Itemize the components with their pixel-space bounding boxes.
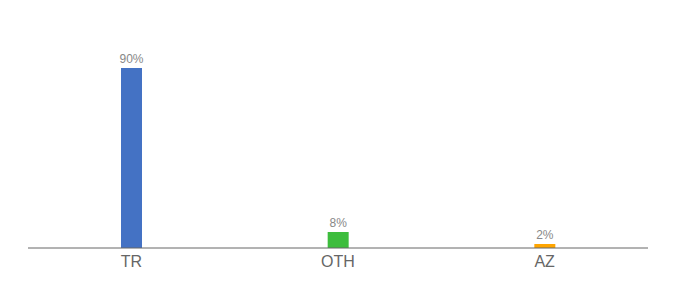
svg-text:90%: 90%	[119, 52, 143, 66]
svg-text:2%: 2%	[536, 228, 554, 242]
svg-text:8%: 8%	[329, 216, 347, 230]
svg-text:AZ: AZ	[534, 253, 555, 270]
svg-text:OTH: OTH	[321, 253, 355, 270]
svg-text:TR: TR	[121, 253, 142, 270]
